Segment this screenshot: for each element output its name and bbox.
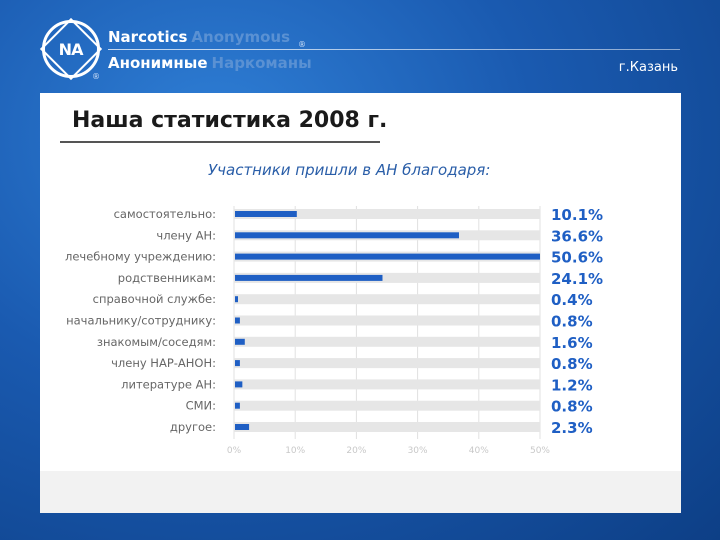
value-label: 0.8% <box>551 313 593 331</box>
org-name-ru-word1: Анонимные <box>108 54 208 72</box>
x-tick-label: 10% <box>285 446 305 456</box>
category-label: родственникам: <box>118 271 216 285</box>
value-label: 50.6% <box>551 249 603 267</box>
bar-track <box>234 209 540 219</box>
bar-track <box>234 315 540 326</box>
bar-track <box>234 272 540 283</box>
city-label: г.Казань <box>618 60 678 75</box>
bar <box>235 424 250 430</box>
panel-footer-strip <box>40 471 681 513</box>
org-name-en-word1: Narcotics <box>108 28 188 46</box>
category-label: справочной службе: <box>93 292 216 306</box>
x-tick-label: 20% <box>346 446 366 456</box>
title-underline <box>60 141 380 143</box>
value-label: 1.6% <box>551 334 593 352</box>
category-label: другое: <box>170 420 216 434</box>
header-divider <box>108 49 680 50</box>
bar-track <box>234 379 540 390</box>
bar <box>235 360 240 367</box>
value-label: 1.2% <box>551 376 593 394</box>
category-label: члену АН: <box>156 228 216 242</box>
category-label: члену НАР-АНОН: <box>111 356 216 370</box>
value-label: 24.1% <box>551 270 603 288</box>
bar <box>235 296 238 303</box>
bar-track <box>234 400 540 411</box>
bar <box>235 317 240 324</box>
x-tick-label: 40% <box>469 446 489 456</box>
bar-track <box>234 336 540 347</box>
category-label: лечебному учреждению: <box>65 250 216 264</box>
category-label: знакомым/соседям: <box>97 335 216 349</box>
x-tick-label: 50% <box>530 446 550 456</box>
org-name-ru: Анонимные Наркоманы <box>108 54 312 72</box>
value-label: 2.3% <box>551 419 593 437</box>
bar <box>235 274 383 281</box>
bar <box>235 232 459 239</box>
slide-header: NA ® Narcotics Anonymous ® Анонимные Нарко… <box>0 0 720 92</box>
x-tick-label: 30% <box>408 446 428 456</box>
bar <box>235 253 540 260</box>
value-label: 0.8% <box>551 398 593 416</box>
value-label: 0.4% <box>551 291 593 309</box>
bar-track <box>234 358 540 369</box>
org-name-en-word2: Anonymous <box>191 28 290 46</box>
x-tick-label: 0% <box>227 446 242 456</box>
bar <box>235 402 240 409</box>
bar-track <box>234 294 540 305</box>
bar <box>235 338 245 345</box>
org-registered-mark: ® <box>298 40 306 49</box>
value-label: 0.8% <box>551 355 593 373</box>
na-logo: NA <box>39 17 103 81</box>
category-label: СМИ: <box>186 399 216 413</box>
logo-registered-mark: ® <box>92 72 100 81</box>
bar-track <box>234 422 540 432</box>
category-label: самостоятельно: <box>114 207 216 221</box>
org-name-en: Narcotics Anonymous <box>108 28 290 46</box>
page-title: Наша статистика 2008 г. <box>72 108 388 133</box>
bar <box>235 381 243 388</box>
category-label: литературе АН: <box>121 377 216 391</box>
value-label: 10.1% <box>551 206 603 224</box>
org-name-ru-word2: Наркоманы <box>211 54 312 72</box>
category-label: начальнику/сотруднику: <box>66 314 216 328</box>
bar <box>235 211 297 217</box>
chart-title: Участники пришли в АН благодаря: <box>208 161 491 179</box>
value-label: 36.6% <box>551 227 603 245</box>
